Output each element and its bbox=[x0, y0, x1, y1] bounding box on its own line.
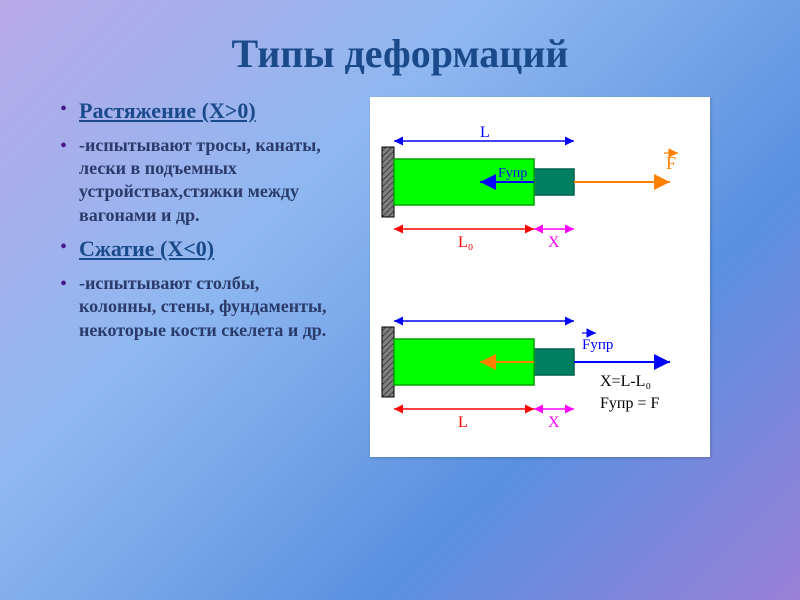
formula-1: X=L-L₀ bbox=[600, 373, 651, 391]
list-item: • Сжатие (Х<0) bbox=[60, 235, 340, 264]
page-title: Типы деформаций bbox=[0, 0, 800, 97]
list-item: • -испытывают тросы, канаты, лески в под… bbox=[60, 134, 340, 228]
label-L-top: L bbox=[480, 124, 490, 141]
label-X-top: X bbox=[548, 234, 560, 251]
diagram-panel: L L₀ X F Fупр bbox=[370, 97, 740, 457]
label-Fupr-top: Fупр bbox=[498, 166, 527, 181]
label-L0-top: L₀ bbox=[458, 234, 473, 251]
diagram-box: L L₀ X F Fупр bbox=[370, 97, 710, 457]
bullet-dot: • bbox=[60, 235, 67, 259]
bullet-dot: • bbox=[60, 97, 67, 121]
label-L-bottom: L bbox=[458, 414, 468, 431]
list-item: • Растяжение (Х>0) bbox=[60, 97, 340, 126]
label-Fupr-bottom: Fупр bbox=[582, 337, 613, 353]
bullet-desc: -испытывают столбы, колонны, стены, фунд… bbox=[79, 272, 340, 342]
wall-bottom bbox=[382, 327, 394, 397]
bullet-heading: Сжатие (Х<0) bbox=[79, 235, 214, 264]
label-F-top: F bbox=[666, 153, 676, 173]
label-X-bottom: X bbox=[548, 414, 560, 431]
bullet-dot: • bbox=[60, 134, 67, 158]
bullet-dot: • bbox=[60, 272, 67, 296]
bullet-heading: Растяжение (Х>0) bbox=[79, 97, 256, 126]
formula-2: Fупр = F bbox=[600, 395, 659, 413]
list-item: • -испытывают столбы, колонны, стены, фу… bbox=[60, 272, 340, 342]
bullet-desc: -испытывают тросы, канаты, лески в подъе… bbox=[79, 134, 340, 228]
content-area: • Растяжение (Х>0) • -испытывают тросы, … bbox=[0, 97, 800, 457]
bullet-list: • Растяжение (Х>0) • -испытывают тросы, … bbox=[60, 97, 340, 457]
wall-top bbox=[382, 147, 394, 217]
